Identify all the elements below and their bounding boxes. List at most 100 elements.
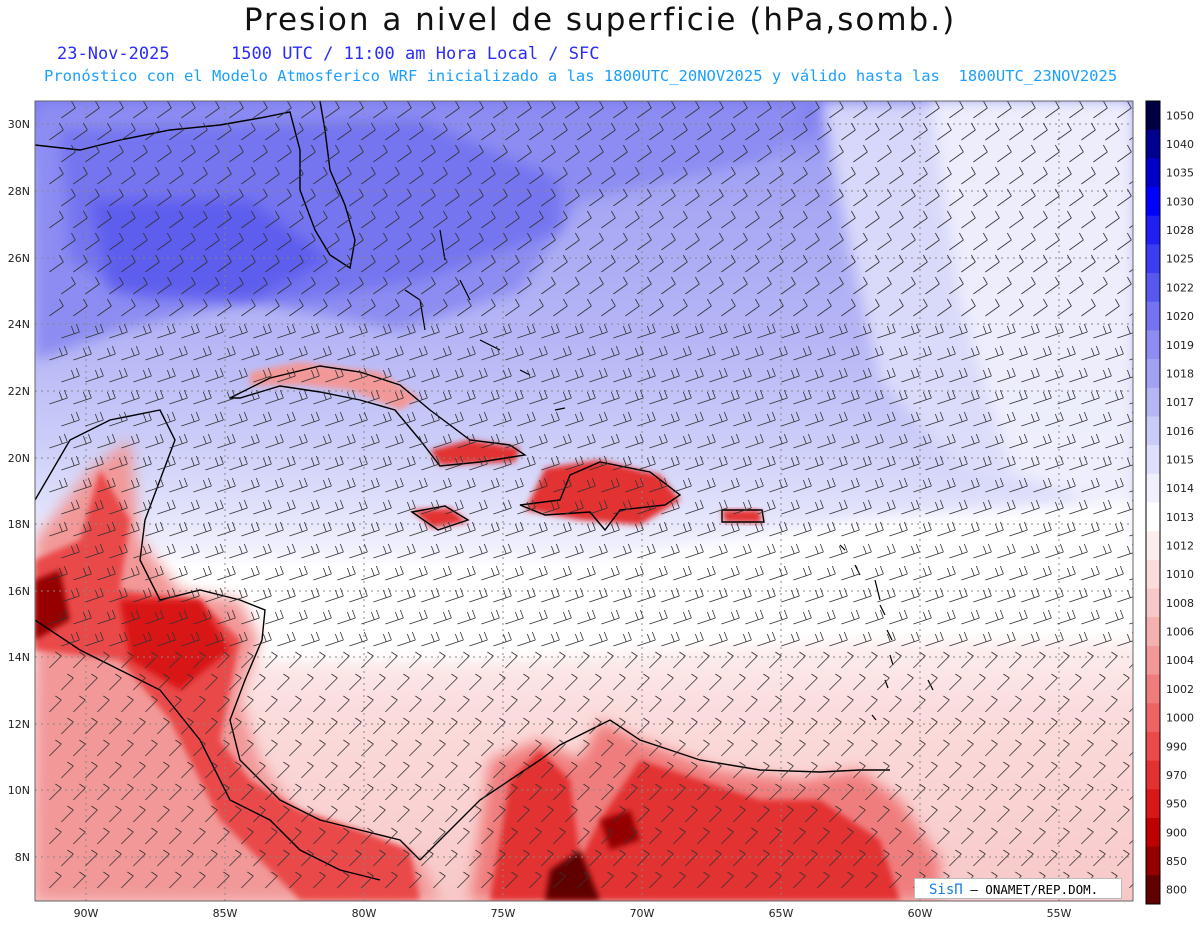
- wind-barb: [745, 122, 760, 141]
- wind-barb: [325, 101, 340, 119]
- wind-barb: [121, 565, 140, 581]
- wind-barb: [241, 651, 254, 669]
- wind-barb: [289, 739, 302, 757]
- wind-barb: [673, 651, 686, 669]
- wind-barb: [421, 717, 434, 735]
- wind-barb: [289, 389, 308, 405]
- wind-barb: [925, 144, 940, 163]
- wind-barb: [121, 166, 136, 185]
- wind-barb: [697, 210, 712, 229]
- wind-barb: [925, 805, 938, 823]
- wind-barb: [337, 166, 352, 185]
- wind-barb: [721, 254, 736, 273]
- wind-barb: [85, 761, 98, 779]
- wind-barb: [1009, 695, 1022, 713]
- wind-barb: [421, 188, 436, 207]
- wind-barb: [613, 101, 628, 119]
- wind-barb: [385, 521, 404, 537]
- wind-barb: [61, 276, 76, 295]
- wind-barb: [697, 695, 710, 713]
- wind-barb: [109, 411, 128, 427]
- pacific-coast: [35, 619, 381, 881]
- wind-barb: [493, 455, 512, 471]
- wind-barb: [829, 587, 848, 603]
- colorbar-label: 1022: [1166, 281, 1194, 294]
- colorbar-swatch: [1146, 731, 1160, 762]
- wind-barb: [493, 761, 506, 779]
- wind-barb: [1045, 323, 1064, 339]
- wind-barb: [301, 455, 320, 471]
- wind-barb: [409, 609, 428, 625]
- wind-barb: [421, 367, 440, 383]
- colorbar-swatch: [1146, 244, 1160, 274]
- wind-barb: [229, 587, 248, 603]
- colorbar-label: 1000: [1166, 712, 1194, 725]
- wind-barb: [529, 210, 544, 229]
- wind-barb: [889, 521, 908, 537]
- wind-barb: [217, 166, 232, 185]
- wind-barb: [721, 695, 734, 713]
- wind-barb: [301, 367, 320, 383]
- sispi-logo: SisΠ: [929, 882, 963, 898]
- wind-barb: [709, 367, 728, 383]
- wind-barb: [1069, 101, 1084, 119]
- wind-barb: [1129, 490, 1133, 493]
- wind-barb: [301, 673, 314, 691]
- wind-barb: [97, 739, 110, 757]
- wind-barb: [541, 276, 556, 295]
- wind-barb: [721, 389, 740, 405]
- wind-barb: [1105, 389, 1124, 405]
- wind-barb: [589, 631, 608, 647]
- wind-barb: [157, 849, 170, 867]
- wind-barb: [481, 783, 494, 801]
- wind-barb: [157, 101, 172, 119]
- wind-barb: [229, 717, 242, 735]
- wind-barb: [73, 609, 92, 625]
- wind-barb: [793, 651, 806, 669]
- wind-barb: [529, 739, 542, 757]
- wind-barb: [1057, 122, 1072, 141]
- wind-barb: [265, 166, 280, 185]
- colorbar-swatch: [1146, 101, 1160, 131]
- wind-barb: [313, 389, 332, 405]
- wind-barb: [373, 276, 388, 295]
- wind-barb: [817, 345, 836, 361]
- wind-barb: [937, 210, 952, 229]
- wind-barb: [457, 122, 472, 141]
- wind-barb: [1069, 411, 1088, 427]
- colorbar-label: 800: [1166, 884, 1187, 897]
- wind-barb: [49, 565, 68, 581]
- wind-barb: [181, 587, 200, 603]
- wind-barb: [1021, 805, 1034, 823]
- wind-barb: [73, 651, 86, 669]
- wind-barb: [337, 254, 352, 273]
- wind-barb: [877, 717, 890, 735]
- wind-barb: [181, 411, 200, 427]
- wind-barb: [445, 805, 458, 823]
- lat-label: 16N: [8, 585, 30, 598]
- wind-barb: [361, 298, 376, 317]
- wind-barb: [1093, 849, 1106, 867]
- wind-barb: [421, 323, 440, 339]
- wind-barb: [277, 276, 292, 295]
- wind-barb: [685, 232, 700, 251]
- wind-barb: [157, 188, 172, 207]
- wind-barb: [661, 323, 680, 339]
- wind-barb: [481, 298, 496, 317]
- wind-barb: [997, 101, 1012, 119]
- wind-barb: [1057, 166, 1072, 185]
- wind-barb: [457, 389, 476, 405]
- wind-barb: [313, 651, 326, 669]
- wind-barb: [733, 805, 746, 823]
- wind-barb: [109, 717, 122, 735]
- colorbar-swatch: [1146, 502, 1160, 532]
- wind-barb: [301, 631, 320, 647]
- wind-barb: [253, 673, 266, 691]
- wind-barb: [985, 345, 1004, 361]
- wind-barb: [901, 717, 914, 735]
- wind-barb: [553, 609, 572, 625]
- wind-barb: [949, 631, 968, 647]
- wind-barb: [289, 695, 302, 713]
- wind-barb: [757, 717, 770, 735]
- wind-barb: [877, 543, 896, 559]
